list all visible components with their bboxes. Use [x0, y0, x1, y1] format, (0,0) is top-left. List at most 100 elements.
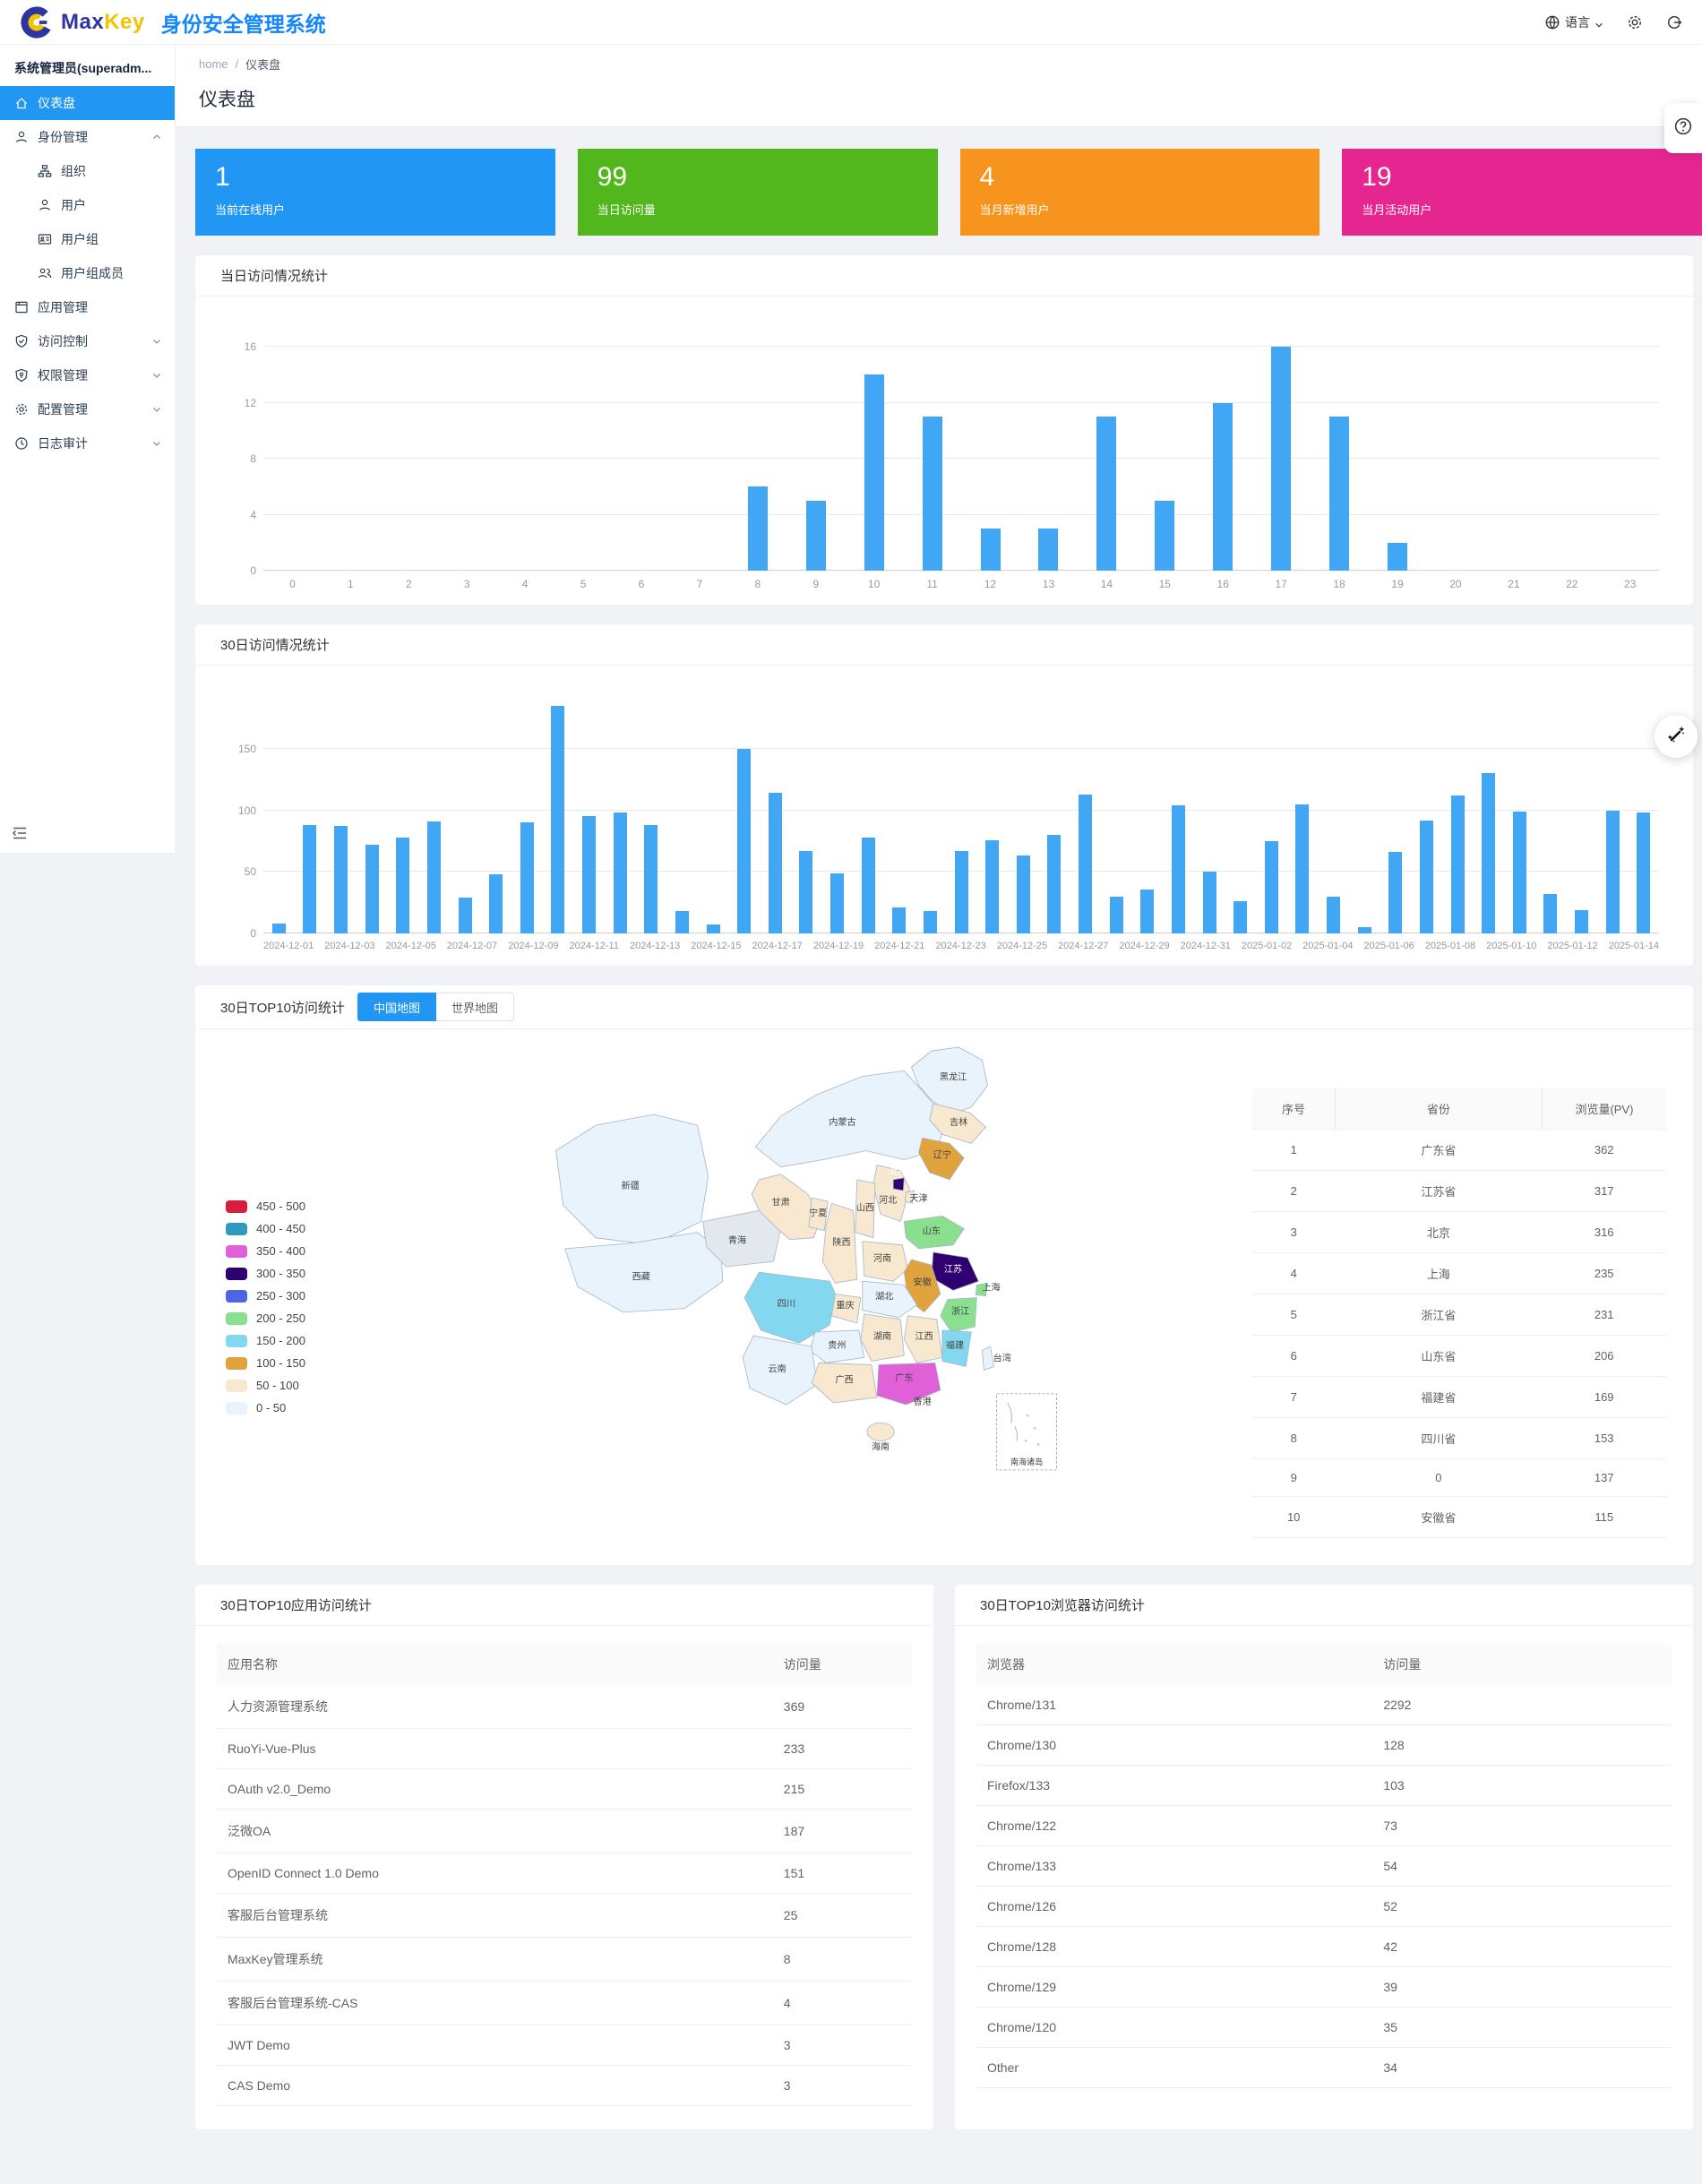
- logout-icon[interactable]: [1666, 14, 1682, 30]
- person-icon: [38, 198, 52, 212]
- legend-swatch: [226, 1356, 247, 1370]
- region-table-wrap: 序号 省份 浏览量(PV) 1 广东省 362 2 江苏省 317 3 北京 316 4 上海 235 5 浙…: [1252, 1088, 1666, 1538]
- x-axis-label: 2024-12-05: [385, 941, 436, 951]
- sidebar-item-audit[interactable]: 日志审计: [0, 426, 175, 460]
- top10-browsers-title: 30日TOP10浏览器访问统计: [955, 1585, 1693, 1626]
- sidebar-item-organization[interactable]: 组织: [0, 154, 175, 188]
- map-province-label: 广东: [895, 1372, 913, 1384]
- sidebar-collapse-icon[interactable]: [11, 824, 29, 842]
- table-cell: 1: [1252, 1129, 1336, 1171]
- map-province-湖南[interactable]: [860, 1313, 905, 1362]
- map-province-辽宁[interactable]: [918, 1137, 965, 1181]
- stat-card-0: 1 当前在线用户: [195, 149, 555, 236]
- map-province-吉林[interactable]: [929, 1103, 987, 1144]
- map-province-广西[interactable]: [811, 1363, 878, 1404]
- map-tab-china[interactable]: 中国地图: [357, 993, 436, 1021]
- apps-table: 应用名称 访问量 人力资源管理系统 369 RuoYi-Vue-Plus 233 OAut…: [217, 1644, 912, 2106]
- app-row: 客服后台管理系统-CAS 4: [217, 1981, 912, 2025]
- x-axis-label: 2024-12-13: [629, 941, 681, 951]
- x-axis-label: 2024-12-31: [1180, 941, 1231, 951]
- breadcrumb-home[interactable]: home: [199, 57, 228, 71]
- stat-card-label: 当前在线用户: [215, 202, 286, 217]
- sidebar-item-identity[interactable]: 身份管理: [0, 120, 175, 154]
- map-province-浙江[interactable]: [940, 1297, 977, 1333]
- map-province-海南[interactable]: [866, 1422, 895, 1441]
- map-province-云南[interactable]: [742, 1335, 818, 1406]
- sidebar-item-access-control[interactable]: 访问控制: [0, 324, 175, 358]
- chart-bar: [1543, 894, 1558, 933]
- sidebar-item-user[interactable]: 用户: [0, 188, 175, 222]
- stat-card-value: 1: [215, 162, 230, 192]
- table-cell: 317: [1542, 1170, 1666, 1212]
- map-province-上海[interactable]: [975, 1282, 988, 1296]
- language-menu[interactable]: 语言: [1544, 13, 1603, 31]
- x-axis-label: 2024-12-15: [691, 941, 742, 951]
- region-row: 2 江苏省 317: [1252, 1170, 1666, 1212]
- map-province-陕西[interactable]: [821, 1202, 858, 1284]
- map-tab-world[interactable]: 世界地图: [435, 993, 514, 1021]
- x-axis-label: 16: [1216, 578, 1229, 590]
- table-cell: Chrome/131: [976, 1685, 1373, 1725]
- sidebar-item-privilege[interactable]: 权限管理: [0, 358, 175, 392]
- map-province-label: 山东: [923, 1225, 941, 1237]
- app-row: OpenID Connect 1.0 Demo 151: [217, 1853, 912, 1894]
- map-province-江西[interactable]: [903, 1315, 943, 1363]
- chart-bar: [980, 529, 1001, 571]
- table-cell: 10: [1252, 1496, 1336, 1538]
- table-cell: 四川省: [1335, 1417, 1543, 1459]
- chart-bar: [1482, 773, 1496, 933]
- today-visits-chart: 0 4 8 12 16 0 1 2 3 4 5 6 7 8 9 10 11 12 13 14 15 16 17 18 19 20…: [219, 340, 1670, 590]
- x-axis-label: 13: [1042, 578, 1055, 590]
- legend-label: 400 - 450: [256, 1222, 305, 1235]
- map-province-黑龙江[interactable]: [910, 1046, 988, 1115]
- table-cell: 泛微OA: [217, 1809, 773, 1853]
- region-row: 5 浙江省 231: [1252, 1294, 1666, 1336]
- map-province-西藏[interactable]: [564, 1232, 724, 1313]
- table-cell: 8: [772, 1937, 912, 1982]
- chart-bar: [892, 907, 907, 933]
- app-row: 泛微OA 187: [217, 1809, 912, 1853]
- table-cell: Other: [976, 2047, 1373, 2088]
- users-icon: [38, 266, 52, 280]
- page-head: home / 仪表盘 仪表盘: [176, 45, 1702, 127]
- chart-bar: [768, 793, 782, 933]
- chart-bar: [864, 374, 884, 571]
- map-province-湖北[interactable]: [862, 1280, 918, 1319]
- top10-region-panel: 30日TOP10访问统计 中国地图 世界地图 450 - 500 400 - 450…: [195, 985, 1693, 1565]
- table-cell: 4: [772, 1981, 912, 2025]
- map-province-河南[interactable]: [862, 1241, 908, 1282]
- map-province-甘肃[interactable]: [751, 1174, 821, 1241]
- map-province-山西[interactable]: [855, 1179, 876, 1239]
- map-province-label: 新疆: [621, 1180, 639, 1191]
- map-province-宁夏[interactable]: [808, 1197, 829, 1232]
- map-province-新疆[interactable]: [555, 1113, 709, 1246]
- settings-gear-icon[interactable]: [1627, 14, 1643, 30]
- table-cell: 4: [1252, 1252, 1336, 1294]
- x-axis-label: 2024-12-25: [996, 941, 1048, 951]
- table-cell: 42: [1372, 1926, 1672, 1967]
- chart-bar: [613, 813, 627, 933]
- table-cell: 73: [1372, 1805, 1672, 1846]
- x-axis-label: 2024-12-23: [935, 941, 986, 951]
- clock-icon: [14, 436, 29, 451]
- map-province-福建[interactable]: [941, 1329, 972, 1367]
- map-province-北京[interactable]: [892, 1177, 905, 1191]
- sidebar-item-dashboard[interactable]: 仪表盘: [0, 86, 175, 120]
- sidebar-item-configuration[interactable]: 配置管理: [0, 392, 175, 426]
- browser-row: Chrome/131 2292: [976, 1685, 1672, 1725]
- map-province-天津[interactable]: [904, 1190, 915, 1204]
- map-province-广东[interactable]: [876, 1363, 941, 1406]
- map-province-label: 云南: [768, 1363, 786, 1375]
- magic-wand-button[interactable]: [1655, 715, 1698, 758]
- map-province-台湾[interactable]: [981, 1346, 995, 1371]
- sidebar-item-user-group[interactable]: 用户组: [0, 222, 175, 256]
- table-cell: Chrome/120: [976, 2007, 1373, 2048]
- table-cell: 广东省: [1335, 1129, 1543, 1171]
- sidebar-item-user-group-member[interactable]: 用户组成员: [0, 256, 175, 290]
- sidebar-item-app-management[interactable]: 应用管理: [0, 290, 175, 324]
- stat-card-value: 19: [1362, 162, 1392, 192]
- x-axis-label: 2025-01-06: [1363, 941, 1414, 951]
- map-province-山东[interactable]: [903, 1215, 965, 1250]
- help-button[interactable]: [1664, 103, 1702, 153]
- legend-swatch: [226, 1222, 247, 1235]
